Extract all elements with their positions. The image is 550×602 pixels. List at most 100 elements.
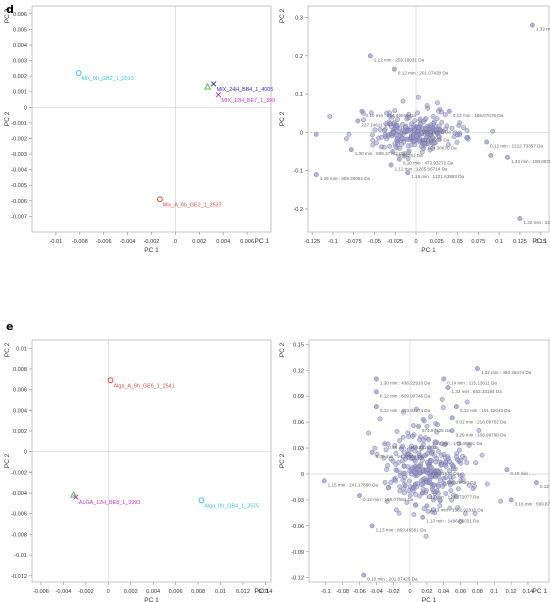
loading-point-labeled (357, 493, 362, 498)
loading-point (387, 121, 393, 127)
loading-point (413, 492, 418, 497)
loading-point (377, 416, 383, 422)
loading-point (393, 467, 399, 473)
loading-point (405, 137, 411, 143)
loading-point (462, 511, 468, 516)
loading-point (401, 490, 407, 496)
y-tick-label: -0.001 (11, 121, 27, 127)
loading-point (498, 498, 504, 504)
x-tick-label: 0.06 (455, 589, 466, 595)
loading-point (431, 482, 437, 488)
score-point (204, 83, 212, 90)
loading-point (430, 135, 435, 140)
y-tick-label: -0.002 (11, 136, 27, 142)
loading-point-label: 0.16 min : 599.875... (515, 501, 550, 506)
loading-point (450, 463, 456, 469)
x-tick-label: 0.075 (471, 239, 485, 245)
x-tick-label: 0.004 (216, 239, 230, 245)
loading-point (361, 117, 366, 123)
loading-point-label: 1.32 min : 226... (523, 220, 550, 225)
loading-point-labeled (508, 497, 514, 503)
loading-point (374, 452, 380, 457)
loading-point (417, 470, 423, 476)
loading-point-labeled (348, 147, 354, 153)
loading-point (381, 455, 387, 461)
loading-point (417, 116, 423, 122)
loading-point (384, 467, 389, 472)
loading-point-label: 1.13 min : 1562.92818 Da (430, 507, 483, 512)
loading-point-label: 1.30 min : 608.27732 Da (355, 151, 406, 156)
loading-point (392, 108, 398, 114)
loading-point (490, 128, 496, 134)
loading-point (428, 473, 434, 479)
loading-point-label: 0.10 min : 473.93272 Da (403, 161, 454, 166)
loading-point (407, 493, 413, 498)
x-tick-label: 0.08 (472, 589, 483, 595)
y-tick-label: -0.005 (11, 183, 27, 189)
y-tick-label: 0.3 (295, 15, 303, 21)
loading-point (431, 444, 437, 450)
x-tick-label: -0.075 (346, 239, 362, 245)
loading-point (424, 423, 430, 429)
loading-point-label: 0.12 min : 1212.73357 Da (490, 143, 543, 148)
loading-point-label: 1.13 min : 869.46581 Da (376, 527, 427, 532)
loading-point (401, 151, 407, 156)
loading-point (433, 489, 439, 495)
y-tick-label: -0.006 (11, 512, 27, 518)
loading-point (447, 505, 453, 511)
loading-point-labeled (505, 154, 510, 160)
loading-point-label: 0.12 min : 609.90748 Da (380, 393, 431, 398)
loading-point (344, 136, 349, 142)
loading-point (378, 144, 384, 150)
loading-point (479, 452, 485, 458)
loading-point (436, 123, 442, 129)
y-tick-label: 0.06 (293, 420, 304, 426)
x-tick-label: 0.1 (490, 589, 498, 595)
loading-point-label: 1.12 min : 259.18931 Da (374, 57, 425, 62)
loading-point-labeled (414, 133, 420, 139)
loading-point-labeled (424, 467, 430, 473)
loading-point (423, 488, 429, 493)
loading-point (370, 142, 376, 148)
x-tick-label: -0.004 (120, 239, 136, 245)
loading-point-label: 1.34 min : 180.08757 Da (511, 159, 550, 164)
loading-point (416, 450, 422, 456)
loading-point-label: 1.22 min : 480.25474 Da (481, 370, 532, 375)
loading-point (409, 121, 414, 127)
loading-point (409, 443, 414, 449)
loading-point-label: 1.32 min : ... (536, 27, 550, 32)
loading-point-label: 0.10 min : ... (510, 471, 535, 476)
loading-point-labeled (390, 149, 396, 154)
loading-point (416, 463, 422, 469)
loading-point (396, 510, 402, 516)
score-point (107, 377, 114, 384)
chart-e-loadings-plot: -0.1 -0.08 -0.06 -0.04 -0.02 0 0.02 0.04 0.06 0.0… (279, 339, 550, 602)
loading-point (429, 458, 434, 464)
loading-point (449, 497, 455, 503)
y-tick-label: 0.006 (13, 12, 27, 18)
loading-point-labeled (416, 424, 421, 429)
loading-point (405, 430, 411, 436)
y-tick-label: -0.004 (11, 491, 27, 497)
loading-point (436, 448, 441, 454)
loading-point-label: 292.20880 Da (447, 480, 476, 485)
x-tick-label: -0.006 (96, 239, 112, 245)
panel-label-d: d (6, 3, 14, 16)
loading-point (377, 126, 383, 132)
loading-point (415, 94, 421, 100)
panel-label-e: e (6, 320, 14, 333)
x-axis-label: PC 1 (422, 597, 437, 602)
x-tick-label: -0.04 (370, 589, 383, 595)
loading-point (434, 439, 440, 445)
score-point-label: MIX_12H_BE7_1_3992 (221, 98, 275, 104)
chart-d-loadings-plot: -0.125 -0.1 -0.075 -0.05 -0.025 0 0.025 0.05 0.0… (279, 5, 550, 254)
loading-point (417, 493, 423, 499)
loading-point (443, 459, 449, 465)
loading-point (401, 127, 407, 133)
loading-point (413, 470, 419, 476)
x-tick-label: -0.025 (387, 239, 403, 245)
y-tick-label: 0.12 (293, 368, 304, 374)
y-tick-label: 0 (24, 450, 27, 456)
loading-point (407, 468, 413, 474)
loading-point (410, 455, 415, 461)
